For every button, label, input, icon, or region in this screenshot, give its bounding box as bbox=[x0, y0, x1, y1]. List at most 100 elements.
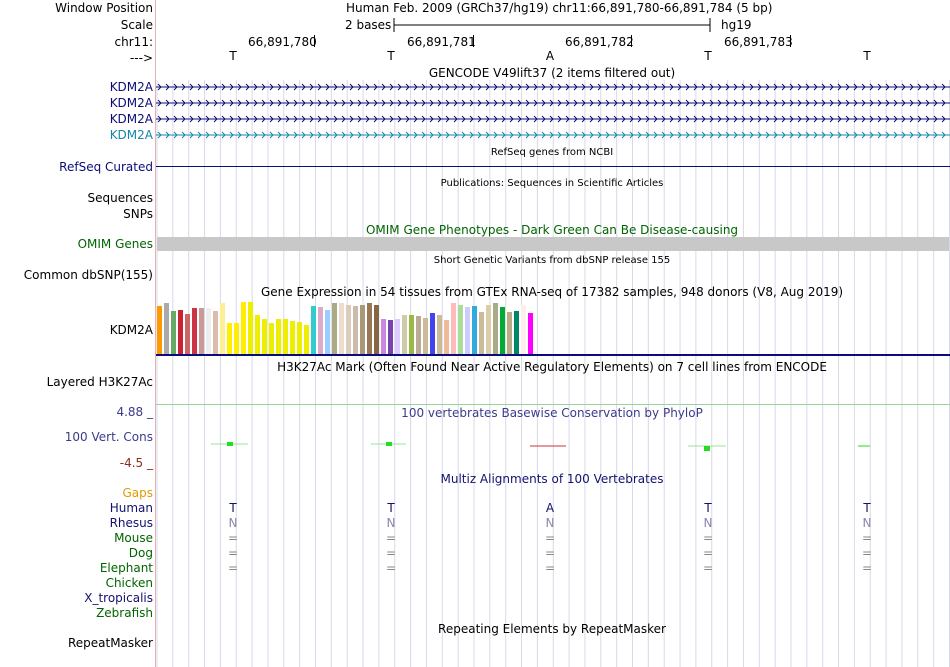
species-label: X_tropicalis bbox=[84, 591, 153, 605]
elephant-base: = bbox=[227, 561, 239, 575]
gtex-bar bbox=[325, 310, 330, 354]
species-label: Rhesus bbox=[109, 516, 153, 530]
cons-wiggle[interactable] bbox=[156, 436, 950, 456]
gtex-track-title[interactable]: Gene Expression in 54 tissues from GTEx … bbox=[260, 285, 844, 299]
rmsk-label[interactable]: RepeatMasker bbox=[67, 636, 153, 650]
pubs-track-title[interactable]: Publications: Sequences in Scientific Ar… bbox=[440, 178, 664, 189]
gtex-bar bbox=[297, 322, 302, 354]
gencode-item-label[interactable]: KDM2A bbox=[109, 112, 153, 126]
omim-feature-bar[interactable] bbox=[157, 237, 949, 251]
gtex-bar bbox=[234, 323, 239, 354]
label-separator bbox=[155, 0, 156, 667]
gtex-bar bbox=[507, 312, 512, 354]
human-base: T bbox=[387, 501, 395, 515]
gtex-bar bbox=[374, 305, 379, 354]
elephant-base: = bbox=[861, 561, 873, 575]
elephant-base: = bbox=[385, 561, 397, 575]
mouse-base: = bbox=[385, 531, 397, 545]
gtex-bar bbox=[262, 319, 267, 354]
cons-peak bbox=[386, 442, 392, 446]
gtex-bar bbox=[360, 305, 365, 354]
gtex-bar bbox=[528, 313, 533, 354]
coord-1: 66,891,780 bbox=[248, 35, 317, 49]
pubs-label-snps[interactable]: SNPs bbox=[123, 207, 153, 221]
gtex-bar bbox=[157, 306, 162, 354]
dog-base: = bbox=[544, 546, 556, 560]
human-base: T bbox=[704, 501, 712, 515]
gtex-bar bbox=[416, 316, 421, 354]
dog-base: = bbox=[702, 546, 714, 560]
elephant-base: = bbox=[702, 561, 714, 575]
window-position-label: Window Position bbox=[55, 1, 153, 15]
cons-label[interactable]: 100 Vert. Cons bbox=[64, 430, 153, 444]
gtex-bar bbox=[213, 311, 218, 354]
gtex-bar bbox=[227, 323, 232, 354]
strand-label: ---> bbox=[129, 51, 153, 65]
cons-max-label: 4.88 _ bbox=[116, 405, 153, 419]
assembly-label: hg19 bbox=[721, 18, 752, 32]
gtex-bar bbox=[451, 303, 456, 354]
dog-base: = bbox=[385, 546, 397, 560]
gtex-bar bbox=[304, 325, 309, 354]
gtex-bar bbox=[437, 315, 442, 354]
pubs-label-sequences[interactable]: Sequences bbox=[87, 191, 153, 205]
species-label: Chicken bbox=[105, 576, 153, 590]
species-label: Human bbox=[109, 501, 153, 515]
gtex-bar bbox=[388, 320, 393, 354]
gtex-bar bbox=[192, 308, 197, 354]
multiz-track-title[interactable]: Multiz Alignments of 100 Vertebrates bbox=[440, 472, 664, 486]
ref-base: A bbox=[545, 49, 555, 63]
human-base: T bbox=[229, 501, 237, 515]
chrom-label: chr11: bbox=[114, 35, 153, 49]
gtex-bar bbox=[514, 311, 519, 354]
gtex-bar bbox=[500, 307, 505, 354]
gtex-bar bbox=[493, 303, 498, 354]
window-position-text[interactable]: Human Feb. 2009 (GRCh37/hg19) chr11:66,8… bbox=[346, 1, 773, 15]
h3k27ac-label[interactable]: Layered H3K27Ac bbox=[46, 375, 153, 389]
ref-base: T bbox=[704, 49, 712, 63]
h3k27ac-baseline bbox=[156, 404, 950, 405]
dbsnp-track-title[interactable]: Short Genetic Variants from dbSNP releas… bbox=[433, 255, 671, 266]
gtex-bar bbox=[353, 306, 358, 354]
mouse-base: = bbox=[702, 531, 714, 545]
omim-label[interactable]: OMIM Genes bbox=[77, 237, 153, 251]
h3k27ac-track-title[interactable]: H3K27Ac Mark (Often Found Near Active Re… bbox=[277, 360, 827, 374]
gencode-item-label[interactable]: KDM2A bbox=[109, 128, 153, 142]
gtex-bar bbox=[395, 319, 400, 354]
gtex-bar bbox=[164, 303, 169, 354]
refseq-label[interactable]: RefSeq Curated bbox=[59, 160, 153, 174]
cons-track-title[interactable]: 100 vertebrates Basewise Conservation by… bbox=[401, 406, 703, 420]
rmsk-track-title[interactable]: Repeating Elements by RepeatMasker bbox=[438, 622, 666, 636]
cons-peak bbox=[227, 442, 233, 446]
gencode-track-title[interactable]: GENCODE V49lift37 (2 items filtered out) bbox=[428, 66, 676, 80]
refseq-gene-line[interactable] bbox=[156, 166, 950, 167]
gtex-bar bbox=[423, 318, 428, 354]
gtex-bar bbox=[367, 303, 372, 354]
gencode-item-label[interactable]: KDM2A bbox=[109, 96, 153, 110]
scale-bar bbox=[393, 18, 711, 32]
rhesus-base: N bbox=[862, 516, 872, 530]
refseq-track-title[interactable]: RefSeq genes from NCBI bbox=[490, 147, 614, 158]
gtex-bar bbox=[346, 305, 351, 354]
gencode-features[interactable] bbox=[156, 80, 950, 144]
coord-3: 66,891,782 bbox=[565, 35, 634, 49]
gtex-chart[interactable] bbox=[156, 300, 950, 356]
gencode-item-label[interactable]: KDM2A bbox=[109, 80, 153, 94]
gtex-bar bbox=[430, 313, 435, 354]
scale-label: Scale bbox=[120, 18, 153, 32]
gtex-bar bbox=[290, 321, 295, 354]
dbsnp-label[interactable]: Common dbSNP(155) bbox=[23, 268, 153, 282]
gene-strand-chevrons bbox=[157, 115, 946, 123]
ref-base: T bbox=[387, 49, 395, 63]
mouse-base: = bbox=[227, 531, 239, 545]
dog-base: = bbox=[227, 546, 239, 560]
gtex-bar bbox=[486, 305, 491, 354]
gtex-bar bbox=[178, 310, 183, 354]
gtex-label[interactable]: KDM2A bbox=[109, 323, 153, 337]
gtex-bar bbox=[472, 306, 477, 354]
omim-track-title[interactable]: OMIM Gene Phenotypes - Dark Green Can Be… bbox=[365, 223, 739, 237]
gtex-bar bbox=[409, 315, 414, 354]
cons-min-label: -4.5 _ bbox=[119, 456, 153, 470]
species-label: Mouse bbox=[114, 531, 153, 545]
